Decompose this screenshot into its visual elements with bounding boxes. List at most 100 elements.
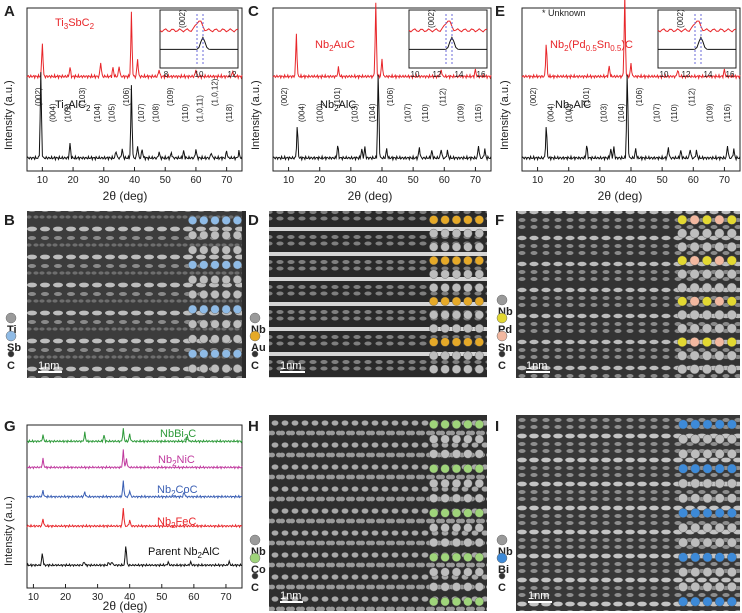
atom bbox=[232, 319, 242, 329]
atom bbox=[451, 228, 462, 238]
series-label-G-1: Nb2NiC bbox=[158, 454, 195, 468]
atom bbox=[210, 215, 220, 225]
series-line-C-1 bbox=[272, 74, 492, 162]
series-line-G-4 bbox=[26, 546, 242, 568]
atom bbox=[221, 304, 231, 314]
atom bbox=[188, 230, 198, 240]
atom bbox=[463, 419, 473, 429]
atom bbox=[199, 260, 209, 270]
atom bbox=[210, 364, 220, 374]
atom bbox=[474, 464, 484, 474]
atom bbox=[702, 582, 713, 592]
x-tick-label-G-6: 70 bbox=[220, 592, 232, 603]
atom bbox=[702, 493, 713, 504]
atom bbox=[727, 567, 737, 577]
atom bbox=[714, 337, 725, 347]
series-line-G-3 bbox=[26, 508, 243, 529]
atom bbox=[440, 464, 450, 474]
atom bbox=[689, 282, 700, 293]
atom bbox=[440, 256, 450, 266]
atom bbox=[474, 269, 484, 279]
atom bbox=[714, 214, 725, 225]
atom bbox=[210, 275, 220, 285]
atom bbox=[429, 523, 439, 533]
atom bbox=[702, 214, 712, 225]
atom bbox=[429, 478, 439, 488]
atom bbox=[702, 255, 712, 266]
atom bbox=[463, 269, 473, 279]
atom bbox=[463, 364, 473, 374]
atom bbox=[463, 493, 473, 503]
atom bbox=[714, 255, 725, 266]
atom bbox=[714, 522, 725, 533]
legend-label-I-2: C bbox=[498, 582, 506, 594]
atom bbox=[689, 296, 700, 307]
legend-marker-D-2 bbox=[251, 350, 259, 358]
peak-annotation-C-2: (100) bbox=[315, 103, 324, 122]
atom bbox=[221, 260, 231, 270]
atom bbox=[702, 364, 712, 375]
atom bbox=[714, 449, 725, 459]
atom bbox=[678, 567, 688, 577]
atom bbox=[429, 337, 439, 347]
peak-annotation-E-7: (107) bbox=[652, 103, 661, 122]
inset-black-line-C bbox=[409, 36, 487, 50]
panel-letter-A: A bbox=[4, 3, 15, 20]
atom bbox=[474, 215, 484, 225]
atom bbox=[689, 269, 700, 280]
atom bbox=[429, 434, 439, 444]
panel-letter-H: H bbox=[248, 418, 259, 435]
atom bbox=[440, 310, 450, 320]
atom bbox=[727, 419, 737, 430]
series-label-G-2: Nb2CoC bbox=[157, 484, 198, 498]
peak-annotation-E-3: (101) bbox=[582, 87, 591, 106]
panel-letter-E: E bbox=[495, 3, 506, 20]
atom bbox=[188, 349, 198, 359]
y-axis-title-E: Intensity (a.u.) bbox=[499, 80, 511, 150]
atom bbox=[221, 334, 231, 344]
atom bbox=[463, 337, 473, 347]
atom bbox=[429, 242, 439, 252]
series-label-E-1: Nb2AlC bbox=[555, 99, 591, 113]
atom bbox=[702, 337, 712, 347]
panel-letter-C: C bbox=[248, 3, 259, 20]
peak-annotation-A-0: (002) bbox=[34, 87, 43, 106]
scalebar-label-I: 1nm bbox=[528, 590, 549, 602]
atom bbox=[474, 256, 484, 266]
panel-letter-I: I bbox=[495, 418, 500, 435]
atom bbox=[726, 364, 737, 375]
atom bbox=[440, 434, 450, 444]
atom bbox=[714, 508, 725, 518]
atom bbox=[429, 283, 439, 293]
atom bbox=[451, 337, 462, 347]
legend-marker-D-1 bbox=[249, 330, 261, 342]
atom bbox=[702, 269, 712, 280]
chart-G: 10 20 30 40 50 60 70 2θ (deg) Intensity (a.u.) Nb… bbox=[3, 424, 243, 613]
series-label-C-0: Nb2AuC bbox=[315, 39, 355, 53]
atom bbox=[714, 463, 725, 474]
stem-image-D bbox=[269, 211, 487, 378]
atom bbox=[690, 463, 701, 474]
peak-annotation-C-0: (002) bbox=[280, 87, 289, 106]
atom bbox=[199, 275, 209, 285]
atom bbox=[221, 319, 231, 329]
series-line-G-0 bbox=[26, 428, 243, 444]
atom bbox=[463, 296, 473, 306]
atom bbox=[714, 350, 725, 361]
atom bbox=[440, 269, 450, 279]
atom bbox=[451, 419, 462, 429]
atom bbox=[440, 478, 450, 488]
legend-marker-I-2 bbox=[498, 572, 506, 580]
inset-tick-label-C-0: 10 bbox=[411, 70, 420, 79]
x-axis-title-G: 2θ (deg) bbox=[103, 599, 148, 613]
atom bbox=[474, 538, 484, 548]
legend-marker-F-3 bbox=[498, 350, 506, 358]
atom bbox=[463, 351, 473, 361]
atom bbox=[689, 255, 700, 266]
chart-A: 10 20 30 40 50 60 70 2θ (deg) Intensity (a.u.) Ti… bbox=[3, 7, 243, 203]
atom bbox=[199, 215, 209, 225]
atom bbox=[702, 282, 712, 293]
atomic-model-D bbox=[429, 215, 484, 374]
